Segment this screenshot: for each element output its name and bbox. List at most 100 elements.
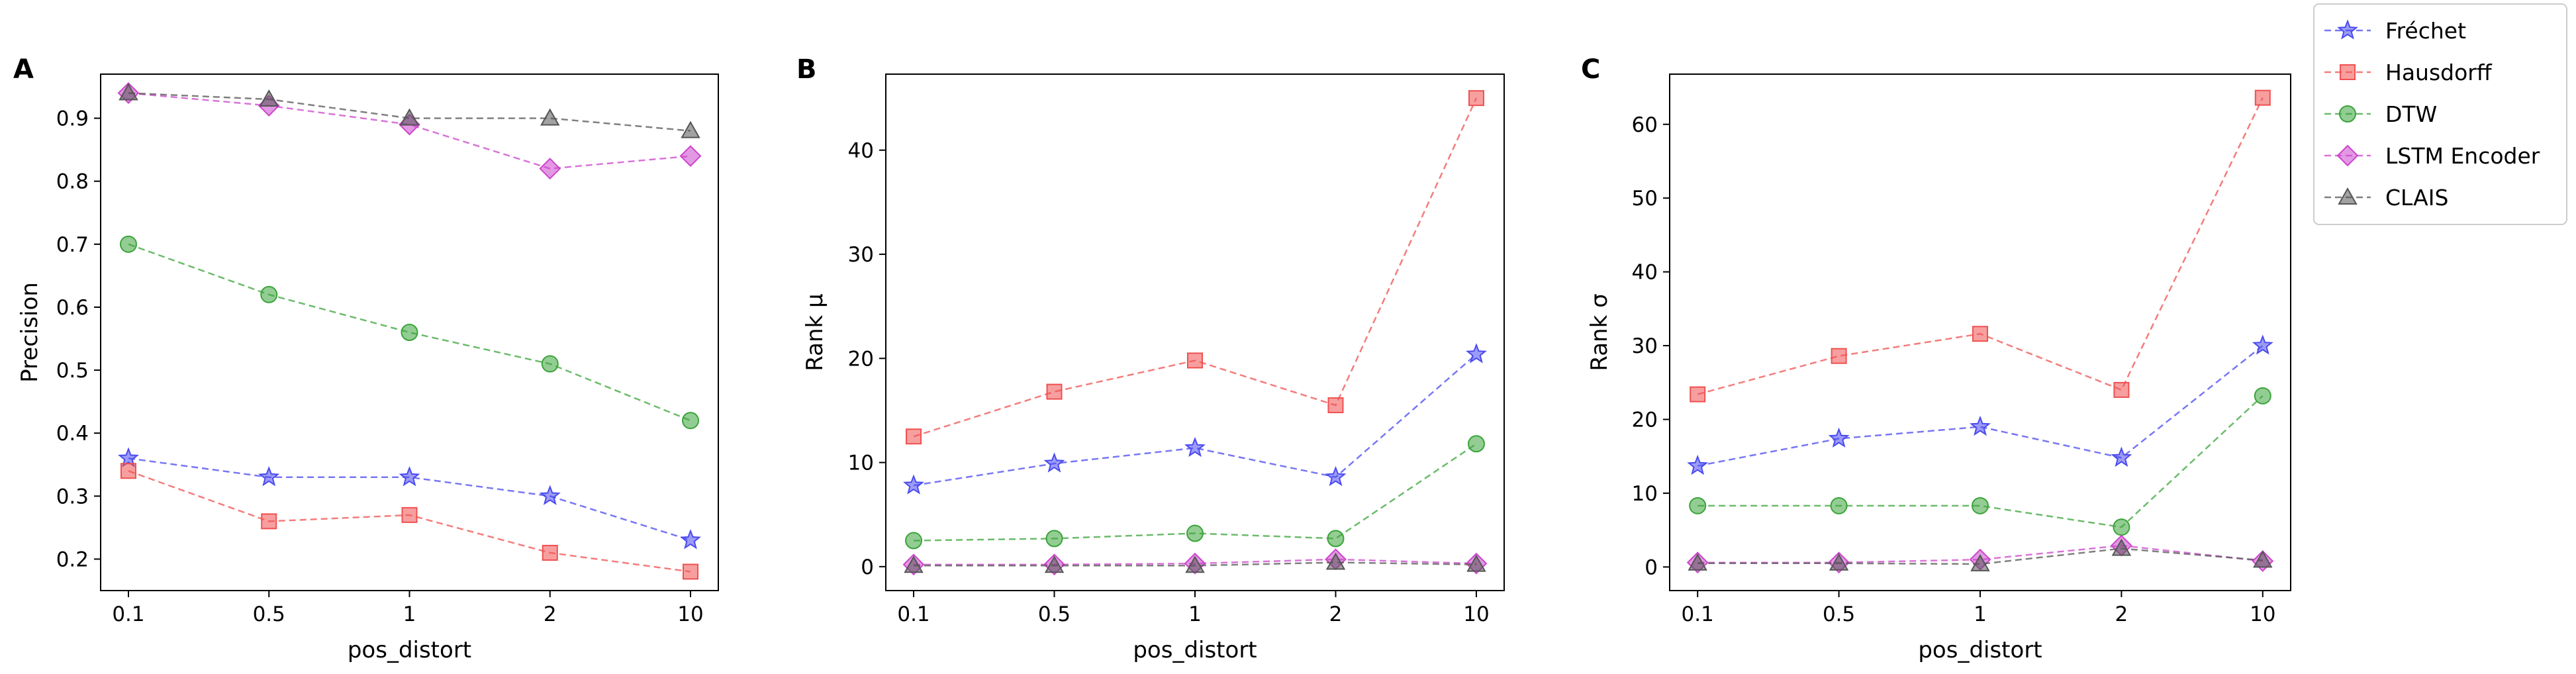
- x-tick-label: 0.1: [897, 602, 930, 626]
- y-tick-label: 0: [1645, 555, 1658, 579]
- data-point: [542, 544, 558, 561]
- panel-C: C 0 10 20 30 40 50 60 0.1 0.5 1 2 10 pos_distort Rank …: [1581, 54, 2291, 663]
- star-icon: [2337, 19, 2358, 40]
- square-icon: [2340, 64, 2356, 80]
- data-point: [258, 466, 280, 487]
- panel-letter: B: [796, 54, 817, 85]
- data-point: [1689, 497, 1707, 514]
- legend-entry: CLAIS: [2324, 185, 2448, 211]
- data-point: [1830, 497, 1848, 514]
- data-point: [401, 506, 418, 523]
- data-point: [679, 145, 702, 168]
- data-point: [541, 355, 559, 373]
- x-tick-label: 2: [2115, 602, 2128, 626]
- series-dtw: [119, 235, 700, 430]
- data-point: [539, 158, 561, 180]
- data-point: [1829, 553, 1849, 571]
- panel-A: A 0.2 0.3 0.4 0.5 0.6 0.7 0.8 0.9 0.1 0.5 1 2 10 pos_d…: [13, 54, 719, 663]
- series-clais: [119, 83, 700, 138]
- panel-letter: A: [13, 54, 34, 85]
- y-tick-label: 30: [1632, 334, 1658, 358]
- legend-entry: LSTM Encoder: [2324, 143, 2540, 169]
- data-point: [399, 466, 420, 487]
- y-tick-label: 0.7: [56, 233, 89, 257]
- data-point: [1688, 553, 1707, 571]
- data-point: [2113, 381, 2130, 398]
- series-hausdorff: [120, 463, 699, 580]
- data-point: [2254, 387, 2271, 405]
- legend-label: DTW: [2385, 101, 2437, 127]
- legend-entry: Fréchet: [2324, 18, 2466, 44]
- data-point: [1046, 383, 1063, 400]
- series-line: [128, 92, 691, 169]
- data-point: [906, 428, 922, 445]
- data-point: [2111, 446, 2132, 467]
- series-line: [1697, 97, 2264, 395]
- data-point: [1187, 352, 1203, 369]
- data-point: [1327, 530, 1345, 548]
- y-tick-label: 0.6: [56, 296, 89, 320]
- x-tick-label: 1: [1974, 602, 1987, 626]
- x-tick-label: 0.5: [1038, 602, 1071, 626]
- data-point: [119, 83, 138, 101]
- data-point: [2254, 89, 2271, 106]
- series-line: [1697, 548, 2263, 565]
- y-tick-label: 0.3: [56, 485, 89, 508]
- legend-label: CLAIS: [2385, 185, 2448, 211]
- series-fr-chet: [1687, 334, 2273, 475]
- series-line: [1697, 395, 2264, 528]
- data-point: [903, 474, 924, 495]
- data-point: [118, 447, 139, 467]
- y-axis-label: Rank σ: [1586, 293, 1613, 371]
- diamond-icon: [2336, 144, 2359, 167]
- circle-icon: [2339, 105, 2356, 122]
- x-tick-label: 2: [1329, 602, 1343, 626]
- legend-label: Hausdorff: [2385, 60, 2493, 85]
- triangle-icon: [2338, 187, 2358, 205]
- y-tick-label: 20: [1632, 408, 1658, 432]
- legend-entry: DTW: [2324, 101, 2437, 127]
- series-fr-chet: [118, 447, 701, 550]
- series-line: [128, 92, 691, 132]
- x-tick-label: 2: [544, 602, 557, 626]
- x-tick-label: 0.1: [1682, 602, 1714, 626]
- series-hausdorff: [1690, 89, 2271, 403]
- data-point: [1186, 524, 1204, 542]
- y-tick-label: 30: [848, 243, 874, 267]
- series-line: [913, 354, 1477, 487]
- data-point: [1467, 435, 1485, 453]
- x-axis-label: pos_distort: [348, 637, 471, 663]
- data-point: [905, 532, 923, 550]
- x-tick-label: 1: [403, 602, 416, 626]
- y-tick-label: 0.8: [56, 170, 89, 194]
- series-lstm-encoder: [117, 82, 702, 180]
- legend-box: [2313, 3, 2567, 225]
- data-point: [1325, 552, 1346, 570]
- data-point: [680, 529, 701, 550]
- data-point: [401, 324, 418, 341]
- x-tick-label: 10: [1463, 602, 1489, 626]
- axes-frame: [885, 73, 1505, 591]
- data-point: [2252, 334, 2273, 355]
- data-point: [904, 555, 924, 573]
- series-line: [913, 97, 1478, 438]
- data-point: [1044, 555, 1065, 573]
- data-point: [2113, 518, 2130, 536]
- legend-entry: Hausdorff: [2324, 60, 2493, 85]
- x-tick-label: 0.5: [253, 602, 285, 626]
- data-point: [1972, 326, 1988, 342]
- data-point: [1468, 90, 1484, 107]
- y-axis-label: Precision: [17, 282, 43, 383]
- data-point: [1970, 415, 1991, 436]
- data-point: [1045, 530, 1063, 548]
- series-dtw: [905, 435, 1485, 550]
- x-tick-label: 10: [2250, 602, 2275, 626]
- data-point: [1043, 452, 1065, 473]
- data-point: [1690, 386, 1706, 403]
- x-axis-label: pos_distort: [1918, 637, 2042, 663]
- data-point: [681, 120, 700, 138]
- data-point: [539, 485, 561, 505]
- series-line: [1697, 345, 2264, 467]
- x-tick-label: 0.5: [1823, 602, 1855, 626]
